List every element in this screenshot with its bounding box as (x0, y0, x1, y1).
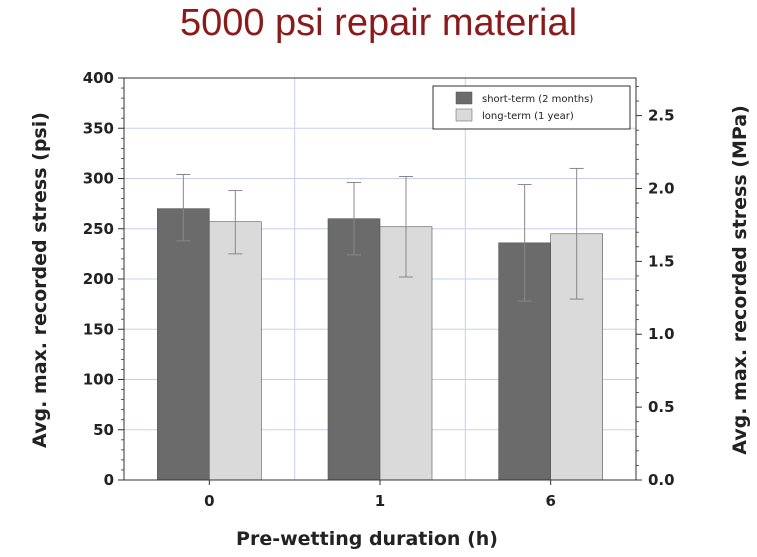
bar-short-term-0 (157, 208, 210, 481)
y-tick-label-left: 150 (83, 320, 114, 338)
y-tick-label-left: 0 (104, 471, 114, 489)
axes: 0 50 100 150 200 250 300 350 400 0.0 0.5 1.0 1.5 2.0 2… (83, 69, 675, 510)
y-tick-label-left: 400 (83, 69, 114, 87)
y-tick-label-right: 2.5 (648, 107, 675, 125)
y-tick-label-left: 100 (83, 371, 114, 389)
y-axis-label-right: Avg. max. recorded stress (MPa) (729, 105, 751, 455)
y-tick-label-left: 350 (83, 119, 114, 137)
legend-label-short-term: short-term (2 months) (482, 94, 593, 105)
y-tick-label-left: 250 (83, 220, 114, 238)
y-tick-label-right: 0.0 (648, 471, 675, 489)
y-tick-label-right: 0.5 (648, 398, 675, 416)
y-tick-label-right: 1.0 (648, 325, 675, 343)
bars (157, 167, 603, 481)
y-tick-label-right: 1.5 (648, 252, 675, 270)
x-tick-label-1: 1 (375, 492, 385, 510)
bar-long-term-0 (209, 221, 262, 481)
y-tick-label-left: 50 (93, 421, 114, 439)
legend-swatch-short-term (455, 91, 473, 105)
y-tick-label-left: 300 (83, 170, 114, 188)
legend: short-term (2 months) long-term (1 year) (432, 85, 631, 130)
x-axis-label: Pre-wetting duration (h) (236, 528, 498, 550)
y-tick-label-left: 200 (83, 270, 114, 288)
x-tick-label-6: 6 (545, 492, 555, 510)
x-tick-label-0: 0 (204, 492, 214, 510)
y-axis-label-left: Avg. max. recorded stress (psi) (29, 112, 51, 448)
legend-label-long-term: long-term (1 year) (482, 111, 574, 122)
bar-short-term-1 (327, 218, 381, 481)
legend-swatch-long-term (455, 108, 473, 122)
y-tick-label-right: 2.0 (648, 179, 675, 197)
chart-title: 5000 psi repair material (179, 2, 578, 44)
